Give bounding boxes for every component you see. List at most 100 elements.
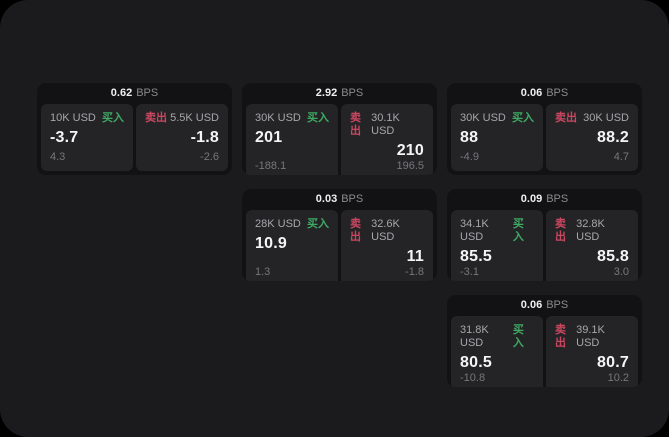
sell-delta: 3.0 — [613, 266, 629, 278]
panel-row: 28K USD 买入 10.9 1.3 卖出 32.6K USD 11 -1.8 — [242, 210, 437, 281]
sell-panel-top: 卖出 39.1K USD — [555, 324, 629, 350]
buy-panel-top: 34.1K USD 买入 — [460, 218, 534, 244]
buy-button[interactable]: 买入 — [512, 112, 534, 124]
bps-value: 2.92 — [315, 87, 338, 99]
buy-button[interactable]: 买入 — [512, 218, 524, 243]
sell-panel[interactable]: 卖出 30.1K USD 210 196.5 — [341, 104, 433, 175]
sell-price: 88.2 — [597, 129, 629, 146]
buy-panel-top: 31.8K USD 买入 — [460, 324, 534, 350]
buy-amount-label: 28K USD — [255, 218, 301, 230]
bps-value: 0.09 — [520, 193, 543, 205]
bps-unit: BPS — [546, 193, 569, 205]
buy-delta: -188.1 — [255, 160, 287, 172]
bps-header: 0.06 BPS — [447, 295, 642, 316]
buy-button[interactable]: 买入 — [307, 112, 329, 124]
sell-panel[interactable]: 卖出 32.6K USD 11 -1.8 — [341, 210, 433, 281]
sell-delta: 4.7 — [613, 151, 629, 163]
sell-panel-top: 卖出 32.6K USD — [350, 218, 424, 244]
buy-delta: -4.9 — [460, 151, 479, 163]
sell-panel-top: 卖出 32.8K USD — [555, 218, 629, 244]
sell-panel[interactable]: 卖出 32.8K USD 85.8 3.0 — [546, 210, 638, 281]
sell-amount-label: 5.5K USD — [170, 112, 219, 124]
bps-value: 0.06 — [520, 87, 543, 99]
quote-card: 0.03 BPS 28K USD 买入 10.9 1.3 卖出 32.6K US… — [242, 189, 437, 281]
bps-unit: BPS — [136, 87, 159, 99]
buy-panel-top: 10K USD 买入 — [50, 112, 124, 125]
buy-panel[interactable]: 30K USD 买入 201 -188.1 — [246, 104, 338, 175]
sell-amount-label: 30K USD — [583, 112, 629, 124]
bps-header: 0.06 BPS — [447, 83, 642, 104]
buy-panel-top: 30K USD 买入 — [460, 112, 534, 125]
buy-amount-label: 30K USD — [255, 112, 301, 124]
buy-panel-top: 30K USD 买入 — [255, 112, 329, 125]
bps-unit: BPS — [341, 87, 364, 99]
sell-amount-label: 32.8K USD — [576, 218, 605, 243]
buy-panel[interactable]: 34.1K USD 买入 85.5 -3.1 — [451, 210, 543, 281]
buy-amount-label: 31.8K USD — [460, 324, 489, 349]
quote-card: 0.06 BPS 31.8K USD 买入 80.5 -10.8 卖出 39.1… — [447, 295, 642, 387]
bps-unit: BPS — [341, 193, 364, 205]
sell-panel[interactable]: 卖出 5.5K USD -1.8 -2.6 — [136, 104, 228, 171]
sell-delta: 10.2 — [607, 372, 629, 384]
buy-price: 10.9 — [255, 235, 287, 252]
quote-card: 0.06 BPS 30K USD 买入 88 -4.9 卖出 30K USD — [447, 83, 642, 175]
sell-button[interactable]: 卖出 — [350, 112, 361, 137]
sell-button[interactable]: 卖出 — [145, 112, 167, 124]
panel-row: 10K USD 买入 -3.7 4.3 卖出 5.5K USD -1.8 -2.… — [37, 104, 232, 175]
bps-value: 0.03 — [315, 193, 338, 205]
sell-price: 80.7 — [597, 354, 629, 371]
buy-panel[interactable]: 30K USD 买入 88 -4.9 — [451, 104, 543, 171]
buy-price: -3.7 — [50, 129, 79, 146]
buy-price: 201 — [255, 129, 283, 146]
sell-amount-label: 39.1K USD — [576, 324, 605, 349]
buy-delta: -10.8 — [460, 372, 486, 384]
sell-delta: -2.6 — [200, 151, 219, 163]
buy-button[interactable]: 买入 — [512, 324, 524, 349]
sell-price: 85.8 — [597, 248, 629, 265]
panel-row: 30K USD 买入 201 -188.1 卖出 30.1K USD 210 1… — [242, 104, 437, 175]
buy-button[interactable]: 买入 — [307, 218, 329, 230]
quote-card: 0.62 BPS 10K USD 买入 -3.7 4.3 卖出 5.5K USD — [37, 83, 232, 175]
sell-button[interactable]: 卖出 — [555, 324, 566, 349]
buy-amount-label: 34.1K USD — [460, 218, 489, 243]
panel-row: 30K USD 买入 88 -4.9 卖出 30K USD 88.2 4.7 — [447, 104, 642, 175]
quote-card: 0.09 BPS 34.1K USD 买入 85.5 -3.1 卖出 32.8K… — [447, 189, 642, 281]
sell-button[interactable]: 卖出 — [555, 112, 577, 124]
buy-panel[interactable]: 10K USD 买入 -3.7 4.3 — [41, 104, 133, 171]
sell-amount-label: 30.1K USD — [371, 112, 400, 137]
sell-panel[interactable]: 卖出 30K USD 88.2 4.7 — [546, 104, 638, 171]
buy-panel-top: 28K USD 买入 — [255, 218, 329, 231]
buy-price: 80.5 — [460, 354, 492, 371]
buy-delta: 1.3 — [255, 266, 271, 278]
buy-delta: 4.3 — [50, 151, 66, 163]
sell-panel-top: 卖出 30.1K USD — [350, 112, 424, 138]
sell-delta: 196.5 — [396, 160, 424, 172]
sell-panel[interactable]: 卖出 39.1K USD 80.7 10.2 — [546, 316, 638, 387]
bps-unit: BPS — [546, 87, 569, 99]
sell-price: 210 — [396, 142, 424, 159]
sell-panel-top: 卖出 5.5K USD — [145, 112, 219, 125]
sell-amount-label: 32.6K USD — [371, 218, 400, 243]
sell-price: 11 — [406, 248, 424, 265]
sell-price: -1.8 — [190, 129, 219, 146]
panel-row: 31.8K USD 买入 80.5 -10.8 卖出 39.1K USD 80.… — [447, 316, 642, 387]
bps-header: 0.62 BPS — [37, 83, 232, 104]
buy-price: 85.5 — [460, 248, 492, 265]
sell-button[interactable]: 卖出 — [555, 218, 566, 243]
sell-panel-top: 卖出 30K USD — [555, 112, 629, 125]
bps-value: 0.62 — [110, 87, 133, 99]
buy-button[interactable]: 买入 — [102, 112, 124, 124]
buy-amount-label: 10K USD — [50, 112, 96, 124]
sell-delta: -1.8 — [405, 266, 424, 278]
buy-panel[interactable]: 31.8K USD 买入 80.5 -10.8 — [451, 316, 543, 387]
bps-header: 2.92 BPS — [242, 83, 437, 104]
panel-row: 34.1K USD 买入 85.5 -3.1 卖出 32.8K USD 85.8… — [447, 210, 642, 281]
buy-panel[interactable]: 28K USD 买入 10.9 1.3 — [246, 210, 338, 281]
buy-amount-label: 30K USD — [460, 112, 506, 124]
bps-header: 0.03 BPS — [242, 189, 437, 210]
buy-price: 88 — [460, 129, 479, 146]
quote-card: 2.92 BPS 30K USD 买入 201 -188.1 卖出 30.1K … — [242, 83, 437, 175]
sell-button[interactable]: 卖出 — [350, 218, 361, 243]
buy-delta: -3.1 — [460, 266, 479, 278]
